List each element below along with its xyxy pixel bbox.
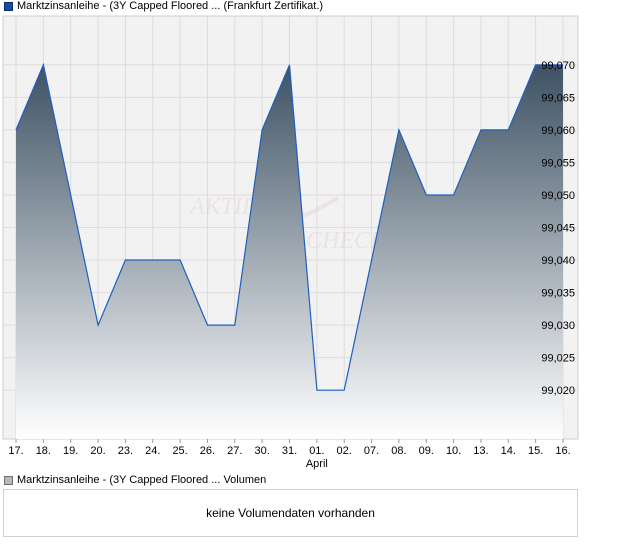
x-tick-label: 14.	[501, 445, 516, 457]
x-tick-label: 25.	[172, 445, 187, 457]
y-tick-label: 99,045	[541, 223, 575, 235]
volume-legend: Marktzinsanleihe - (3Y Capped Floored ..…	[4, 474, 266, 486]
price-legend-swatch	[4, 1, 13, 11]
x-tick-label: 02.	[337, 445, 352, 457]
x-tick-label: 08.	[391, 445, 406, 457]
x-tick-label: 24.	[145, 445, 160, 457]
x-tick-label: 15.	[528, 445, 543, 457]
x-tick-label: 17.	[8, 445, 23, 457]
price-area	[16, 64, 563, 440]
x-tick-label: 07.	[364, 445, 379, 457]
y-tick-label: 99,070	[541, 60, 575, 72]
y-tick-label: 99,060	[541, 125, 575, 137]
x-tick-label: 26.	[200, 445, 215, 457]
x-tick-label: 10.	[446, 445, 461, 457]
x-tick-label: 18.	[36, 445, 51, 457]
y-axis-ticks: 99,020 99,025 99,030 99,035 99,040 99,045 99,0…	[541, 60, 575, 397]
volume-legend-label: Marktzinsanleihe - (3Y Capped Floored ..…	[17, 474, 267, 486]
x-axis-ticks: 17. 18. 19. 20. 23. 24. 25. 26. 27. 30. 31. 01. 02. 0…	[8, 439, 571, 457]
x-tick-label: 31.	[282, 445, 297, 457]
y-tick-label: 99,065	[541, 92, 575, 104]
x-tick-label: 16.	[555, 445, 570, 457]
x-tick-label: 01.	[309, 445, 324, 457]
y-tick-label: 99,030	[541, 320, 575, 332]
volume-panel: keine Volumendaten vorhanden	[3, 489, 578, 537]
x-tick-label: 20.	[90, 445, 105, 457]
x-tick-label: 30.	[255, 445, 270, 457]
x-tick-label: 19.	[63, 445, 78, 457]
price-legend-label: Marktzinsanleihe - (3Y Capped Floored ..…	[17, 0, 324, 12]
y-tick-label: 99,025	[541, 353, 575, 365]
x-tick-label: 13.	[473, 445, 488, 457]
x-tick-label: 27.	[227, 445, 242, 457]
volume-empty-message: keine Volumendaten vorhanden	[206, 506, 375, 520]
x-tick-label: 23.	[118, 445, 133, 457]
y-tick-label: 99,035	[541, 288, 575, 300]
y-tick-label: 99,055	[541, 157, 575, 169]
price-line	[15, 62, 563, 391]
price-chart: AKTIEN CHECK 99,02099,02599,03099,03599,…	[2, 15, 579, 470]
volume-legend-swatch	[4, 475, 13, 485]
y-tick-label: 99,050	[541, 190, 575, 202]
month-label: April	[306, 458, 328, 470]
price-legend: Marktzinsanleihe - (3Y Capped Floored ..…	[4, 0, 323, 12]
y-tick-label: 99,020	[541, 385, 575, 397]
y-tick-label: 99,040	[541, 255, 575, 267]
x-tick-label: 09.	[419, 445, 434, 457]
